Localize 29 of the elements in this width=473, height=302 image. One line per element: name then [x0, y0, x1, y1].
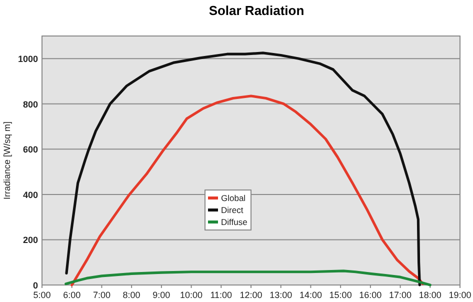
legend-label: Direct [221, 205, 244, 215]
x-tick-label: 10:00 [180, 290, 203, 300]
x-tick-label: 13:00 [270, 290, 292, 300]
y-tick-label: 800 [22, 99, 38, 110]
x-tick-label: 17:00 [389, 290, 412, 300]
x-tick-label: 15:00 [329, 290, 352, 300]
legend-label: Global [221, 193, 246, 203]
legend-label: Diffuse [221, 217, 248, 227]
x-tick-label: 12:00 [240, 290, 262, 300]
x-tick-label: 8:00 [122, 290, 140, 300]
x-tick-label: 5:00 [33, 290, 51, 300]
x-tick-label: 18:00 [418, 290, 442, 300]
x-tick-label: 16:00 [359, 290, 382, 300]
chart-title: Solar Radiation [208, 3, 304, 18]
y-tick-label: 1000 [18, 54, 38, 64]
x-tick-label: 19:00 [448, 290, 472, 300]
x-tick-label: 11:00 [210, 290, 232, 300]
line-series [64, 270, 432, 286]
line-series [70, 94, 424, 286]
x-tick-label: 7:00 [92, 290, 110, 300]
y-axis-title: Irradiance [W/sq m] [2, 121, 12, 200]
x-tick-label: 9:00 [152, 290, 170, 300]
y-tick-label: 600 [22, 144, 38, 155]
x-tick-label: 14:00 [299, 290, 322, 300]
y-tick-label: 200 [22, 235, 38, 246]
line-series [65, 52, 421, 286]
y-tick-label: 400 [22, 190, 38, 200]
y-tick-label: 0 [32, 280, 38, 290]
x-tick-label: 6:00 [63, 290, 81, 300]
